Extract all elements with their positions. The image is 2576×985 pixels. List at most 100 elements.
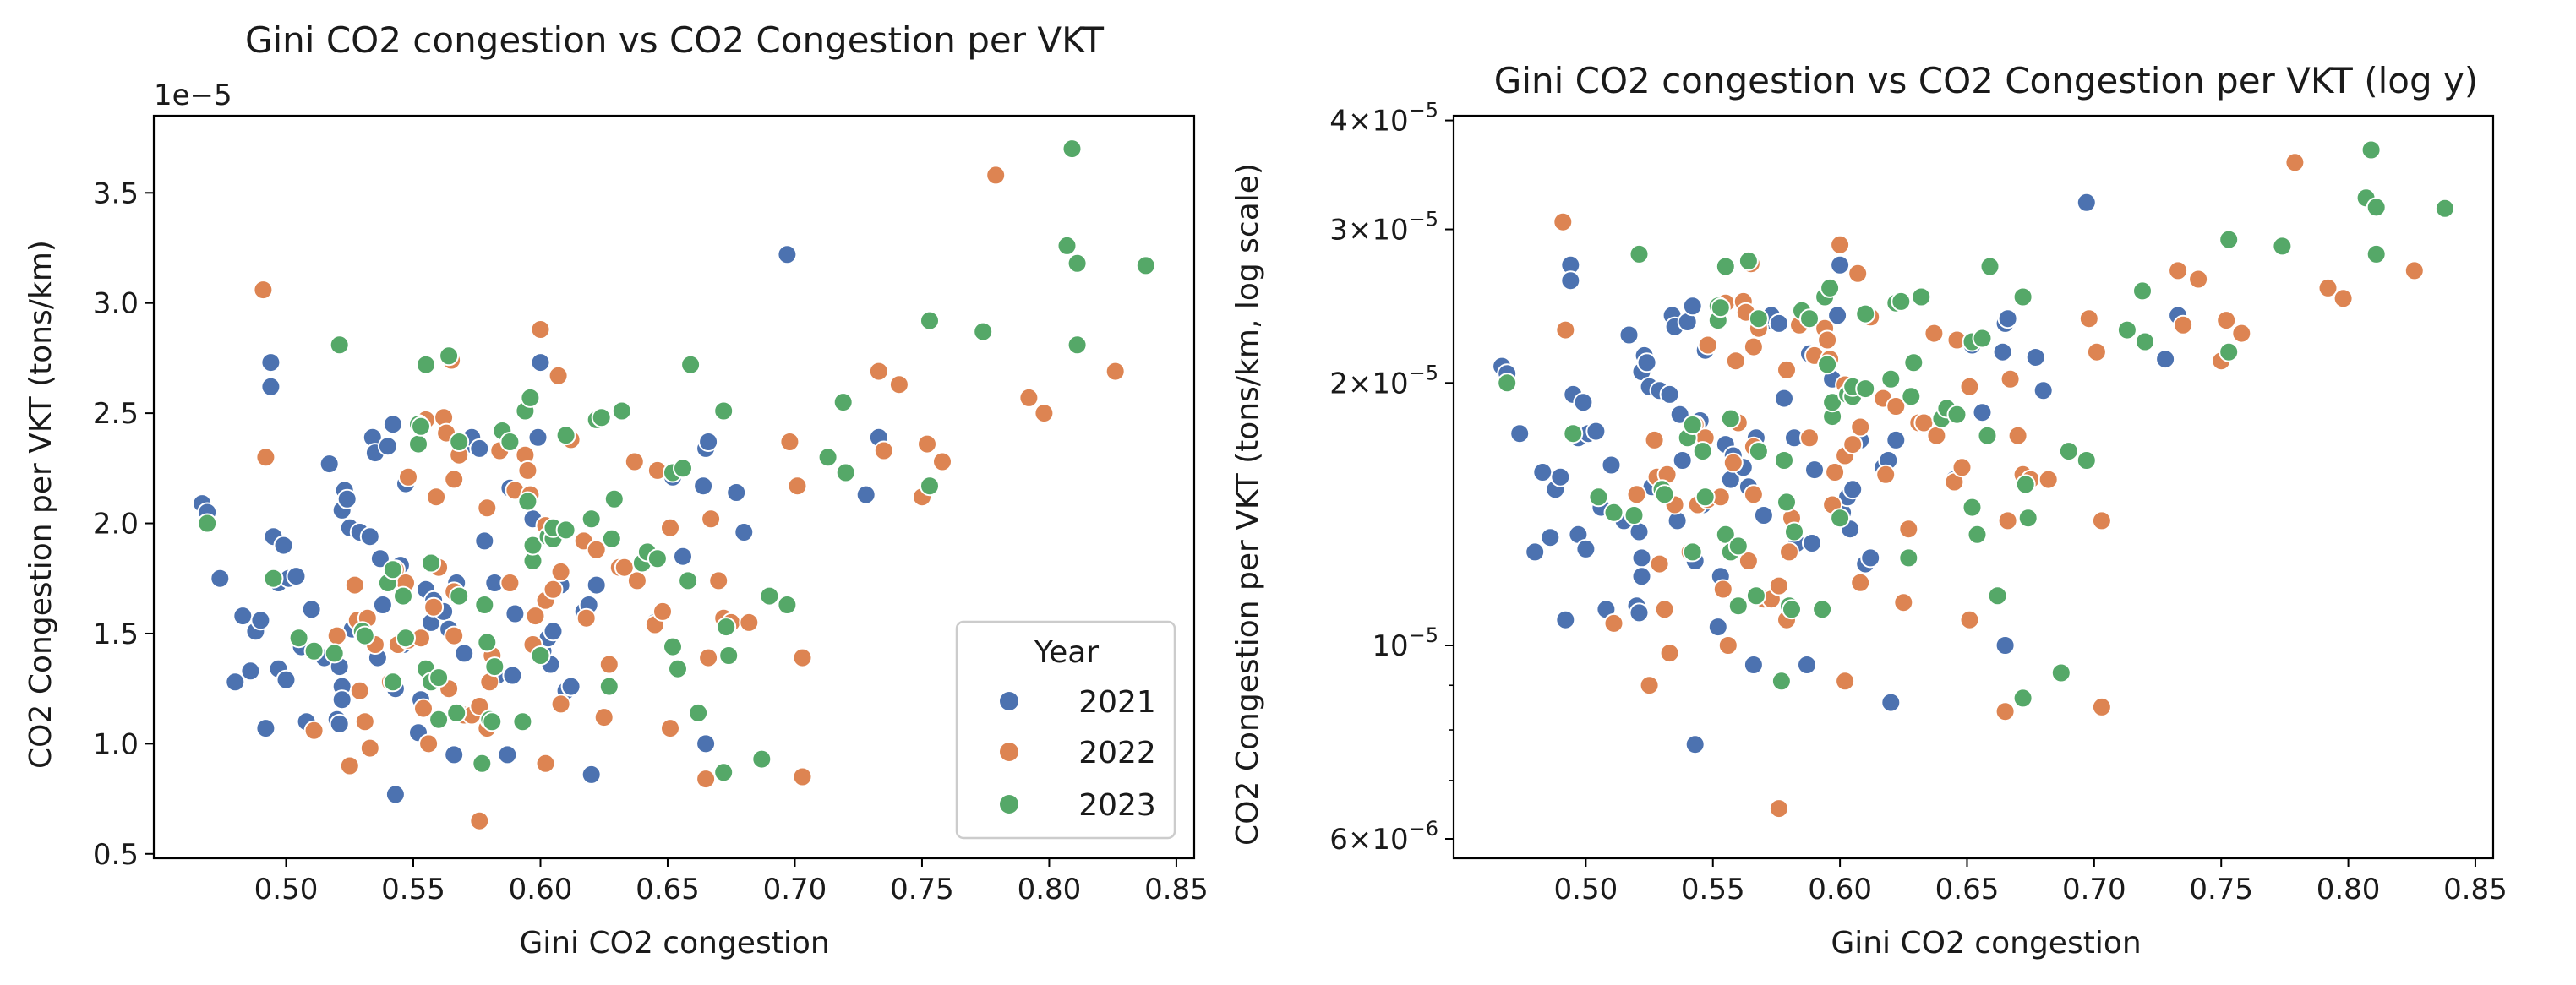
point-2021 <box>444 744 465 765</box>
point-2023 <box>303 640 325 661</box>
point-2021 <box>210 568 231 589</box>
point-2022 <box>1105 361 1126 382</box>
point-2021 <box>1540 527 1561 548</box>
point-2022 <box>344 574 365 596</box>
point-2021 <box>250 610 271 631</box>
point-2023 <box>1898 547 1919 569</box>
point-2023 <box>499 432 521 452</box>
point-2021 <box>1672 450 1693 471</box>
point-2021 <box>726 482 747 503</box>
point-2021 <box>1532 462 1553 482</box>
point-2022 <box>499 573 521 593</box>
x-tick-label: 0.85 <box>2443 873 2508 906</box>
point-2022 <box>1776 359 1797 380</box>
point-2021 <box>1684 734 1706 755</box>
point-2022 <box>359 737 380 759</box>
chart-title: Gini CO2 congestion vs CO2 Congestion pe… <box>1494 60 2478 101</box>
point-2023 <box>522 535 543 556</box>
point-2021 <box>2076 192 2097 213</box>
point-2023 <box>2017 508 2038 529</box>
point-2022 <box>253 280 274 301</box>
y-tick-label: 3×10−5 <box>1329 208 1438 248</box>
point-2023 <box>1855 303 1876 324</box>
point-2023 <box>329 335 350 356</box>
point-2023 <box>713 400 734 422</box>
point-2022 <box>2038 469 2059 490</box>
point-2023 <box>2132 280 2153 302</box>
point-2022 <box>418 733 439 754</box>
point-2022 <box>2216 310 2237 331</box>
point-2023 <box>555 520 576 541</box>
point-2021 <box>1525 541 1546 563</box>
legend-label-2022: 2022 <box>1078 736 1156 770</box>
x-tick-label: 0.85 <box>1144 873 1209 906</box>
point-2022 <box>2168 260 2189 281</box>
point-2023 <box>1603 502 1624 523</box>
point-2023 <box>1067 253 1088 274</box>
point-2023 <box>817 447 838 468</box>
point-2022 <box>1847 263 1869 284</box>
point-2023 <box>1903 352 1924 373</box>
point-2023 <box>647 548 668 569</box>
point-2023 <box>2366 197 2387 218</box>
point-2021 <box>1585 421 1607 442</box>
point-2021 <box>301 599 322 620</box>
chart-panel-log: Gini CO2 congestion vs CO2 Congestion pe… <box>1231 60 2508 961</box>
point-2023 <box>2219 341 2240 362</box>
point-2021 <box>527 427 548 448</box>
point-2023 <box>2135 331 2155 352</box>
point-2021 <box>502 665 523 686</box>
point-2022 <box>696 769 717 790</box>
point-2023 <box>1820 277 1841 298</box>
point-2023 <box>1135 255 1156 276</box>
point-2023 <box>1624 505 1645 525</box>
point-2022 <box>469 696 490 716</box>
point-2023 <box>1962 497 1983 518</box>
point-2021 <box>1972 402 1993 423</box>
y-tick-label: 4×10−5 <box>1329 99 1438 139</box>
point-2021 <box>1997 308 2018 329</box>
point-2022 <box>698 647 719 668</box>
y-tick-label: 3.0 <box>93 287 139 321</box>
point-2022 <box>426 487 447 508</box>
point-2021 <box>855 484 876 505</box>
point-2023 <box>1629 243 1650 264</box>
x-axis-label: Gini CO2 congestion <box>1831 926 2141 961</box>
point-2022 <box>1959 376 1980 397</box>
point-2022 <box>354 711 375 732</box>
point-2022 <box>586 539 607 560</box>
legend-marker-2022 <box>1000 743 1018 761</box>
x-tick-label: 0.50 <box>254 873 319 906</box>
point-2023 <box>324 643 345 664</box>
y-tick-label: 6×10−6 <box>1329 817 1438 857</box>
point-2021 <box>232 606 254 627</box>
point-2023 <box>1745 585 1766 607</box>
point-2023 <box>1799 308 1820 329</box>
legend-label-2023: 2023 <box>1078 788 1156 823</box>
point-2021 <box>1575 538 1596 559</box>
point-2021 <box>693 476 714 497</box>
point-2022 <box>598 654 619 675</box>
x-tick-label: 0.75 <box>2189 873 2253 906</box>
point-2023 <box>1588 487 1609 508</box>
point-2023 <box>688 702 709 723</box>
point-2022 <box>868 361 889 382</box>
point-2022 <box>1743 484 1764 505</box>
point-2023 <box>1901 386 1922 407</box>
point-2023 <box>1776 492 1797 513</box>
x-tick-label: 0.70 <box>763 873 827 906</box>
point-2022 <box>1639 675 1660 696</box>
point-2022 <box>1825 462 1846 482</box>
point-2022 <box>2086 341 2107 362</box>
point-2023 <box>263 568 284 589</box>
point-2022 <box>1959 609 1980 630</box>
point-2023 <box>1727 596 1749 617</box>
point-2023 <box>1972 328 1993 349</box>
point-2021 <box>276 669 297 690</box>
point-2021 <box>698 432 719 452</box>
point-2023 <box>1774 450 1794 471</box>
point-2021 <box>1636 352 1657 373</box>
point-2023 <box>2015 474 2036 495</box>
point-2022 <box>652 601 673 622</box>
